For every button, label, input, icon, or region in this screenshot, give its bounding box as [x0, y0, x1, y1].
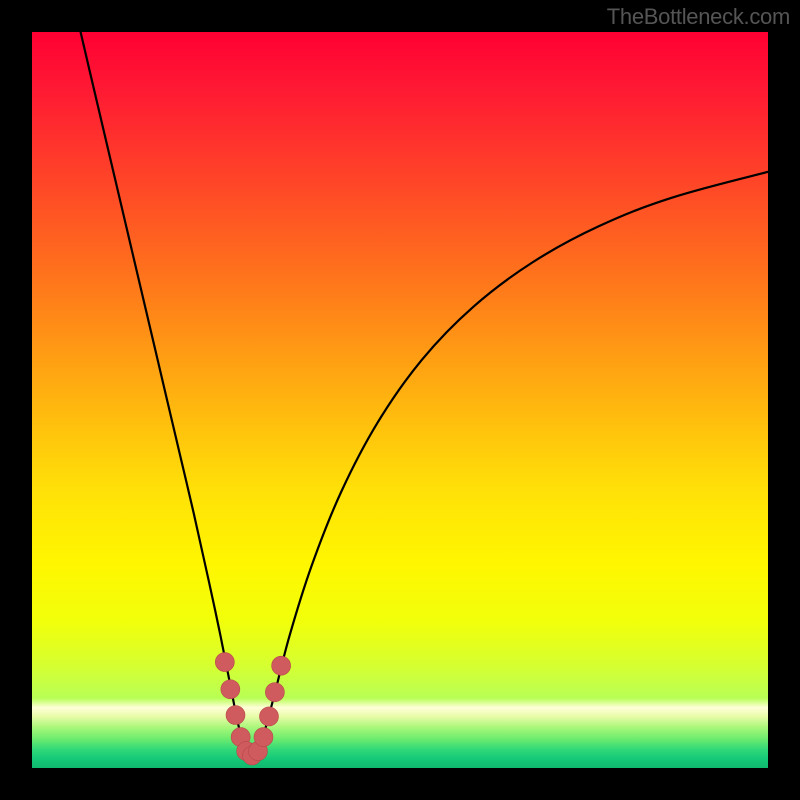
- curve-marker: [221, 680, 240, 699]
- bottleneck-chart: TheBottleneck.com: [0, 0, 800, 800]
- gradient-background: [32, 32, 768, 768]
- curve-marker: [259, 707, 278, 726]
- plot-area: [32, 32, 768, 768]
- curve-marker: [272, 656, 291, 675]
- watermark-text: TheBottleneck.com: [607, 4, 790, 30]
- curve-marker: [254, 728, 273, 747]
- curve-marker: [265, 683, 284, 702]
- curve-marker: [226, 706, 245, 725]
- curve-marker: [215, 653, 234, 672]
